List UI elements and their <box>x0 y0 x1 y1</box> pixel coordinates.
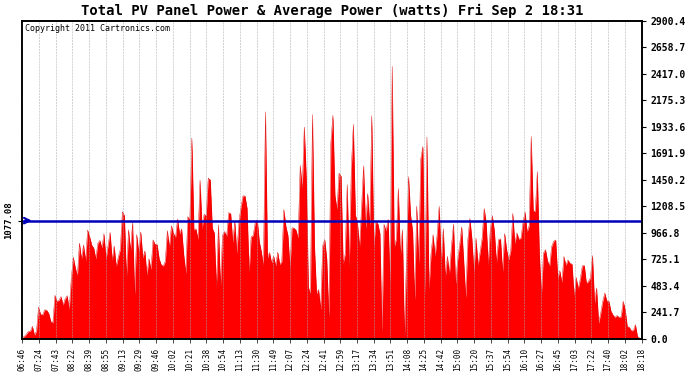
Title: Total PV Panel Power & Average Power (watts) Fri Sep 2 18:31: Total PV Panel Power & Average Power (wa… <box>81 4 583 18</box>
Text: Copyright 2011 Cartronics.com: Copyright 2011 Cartronics.com <box>26 24 170 33</box>
